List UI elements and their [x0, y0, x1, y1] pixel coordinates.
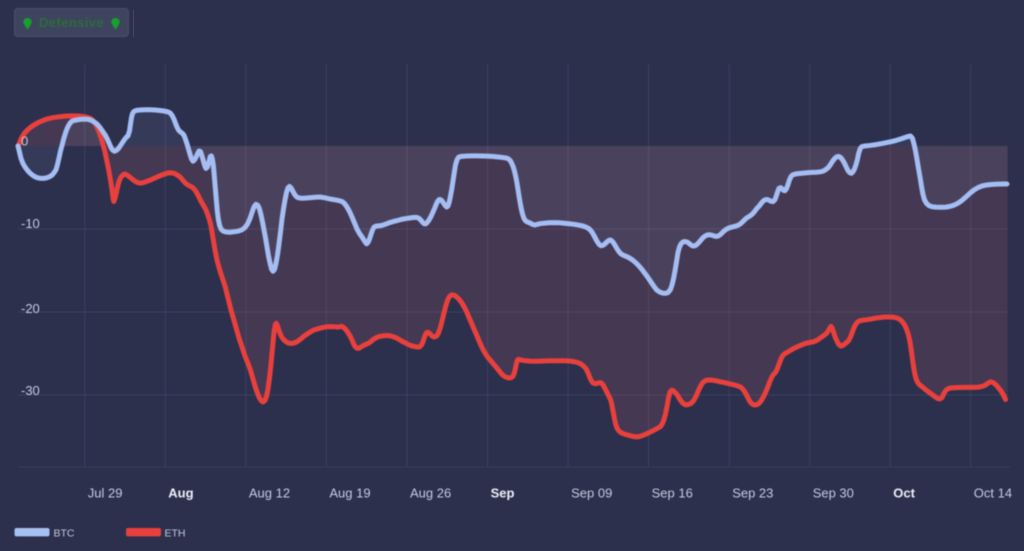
svg-text:Aug 19: Aug 19 — [329, 486, 370, 501]
svg-text:Aug: Aug — [168, 486, 193, 501]
svg-text:-20: -20 — [21, 301, 40, 316]
svg-text:Aug 12: Aug 12 — [249, 486, 290, 501]
svg-text:Sep 09: Sep 09 — [571, 486, 612, 501]
svg-text:Aug 26: Aug 26 — [410, 486, 451, 501]
svg-text:-30: -30 — [21, 383, 40, 398]
svg-text:ETH: ETH — [165, 528, 186, 540]
svg-text:Sep 23: Sep 23 — [732, 486, 773, 501]
svg-text:Oct: Oct — [893, 486, 915, 501]
svg-text:Sep 16: Sep 16 — [652, 486, 693, 501]
svg-text:Oct 14: Oct 14 — [974, 486, 1012, 501]
svg-text:Sep: Sep — [491, 486, 515, 501]
svg-text:-10: -10 — [21, 216, 40, 231]
svg-text:Sep 30: Sep 30 — [813, 486, 854, 501]
svg-text:BTC: BTC — [54, 528, 75, 540]
svg-text:0: 0 — [21, 133, 28, 148]
svg-text:Jul 29: Jul 29 — [88, 486, 123, 501]
